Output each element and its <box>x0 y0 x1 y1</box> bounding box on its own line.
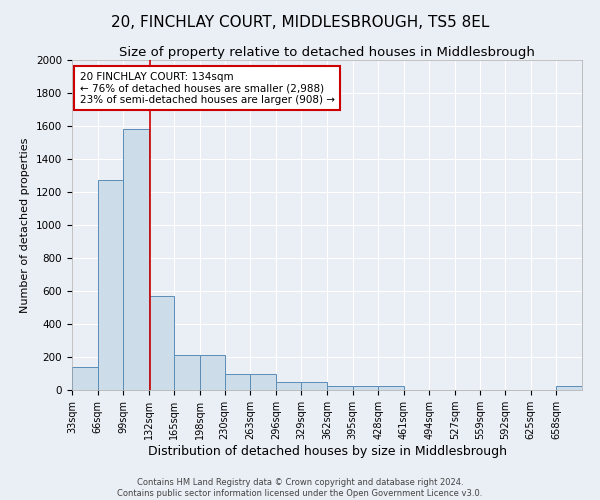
Text: Contains HM Land Registry data © Crown copyright and database right 2024.
Contai: Contains HM Land Registry data © Crown c… <box>118 478 482 498</box>
Bar <box>98 180 123 390</box>
Bar <box>250 374 276 390</box>
Text: 20 FINCHLAY COURT: 134sqm
← 76% of detached houses are smaller (2,988)
23% of se: 20 FINCHLAY COURT: 134sqm ← 76% of detac… <box>80 72 335 105</box>
Bar <box>556 386 582 390</box>
Text: 20, FINCHLAY COURT, MIDDLESBROUGH, TS5 8EL: 20, FINCHLAY COURT, MIDDLESBROUGH, TS5 8… <box>111 15 489 30</box>
Bar <box>353 386 378 390</box>
Bar <box>301 382 327 390</box>
Y-axis label: Number of detached properties: Number of detached properties <box>20 138 31 312</box>
Title: Size of property relative to detached houses in Middlesbrough: Size of property relative to detached ho… <box>119 46 535 59</box>
Bar <box>224 374 250 390</box>
Bar <box>276 382 301 390</box>
Bar <box>200 354 224 390</box>
Bar <box>72 367 98 390</box>
Bar <box>123 130 149 390</box>
Bar <box>327 386 353 390</box>
X-axis label: Distribution of detached houses by size in Middlesbrough: Distribution of detached houses by size … <box>148 445 506 458</box>
Bar <box>175 354 200 390</box>
Bar <box>149 296 175 390</box>
Bar <box>378 386 404 390</box>
